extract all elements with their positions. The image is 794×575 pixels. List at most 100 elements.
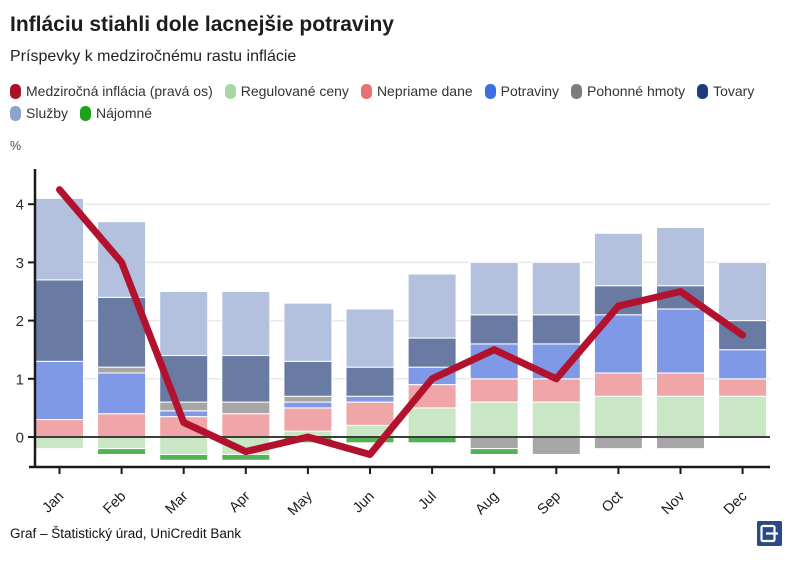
bar-segment-pohonne-Apr [221,402,271,415]
bar-segment-nepriame-Dec [718,378,768,398]
bar-segment-tovary-Jun [345,367,395,398]
legend-item-nepriame: Nepriame dane [360,83,473,100]
legend-label-tovary: Tovary [713,83,755,100]
legend-label-pohonne: Pohonné hmoty [587,83,686,100]
x-tick-label-Apr: Apr [226,489,253,516]
bar-segment-potraviny-Dec [718,349,768,380]
bar-segment-regulovane-Jul [407,407,457,438]
x-tick-label-Aug: Aug [472,489,502,515]
bar-segment-tovary-May [283,361,333,398]
bar-segment-sluzby-Mar [159,291,209,357]
bar-segment-pohonne-May [283,396,333,404]
bar-segment-sluzby-Sep [531,262,581,316]
bar-segment-tovary-Sep [531,314,581,345]
inflation-stacked-bar-chart: 0 1 2 3 4 Jan Feb Mar Apr May Jun Jul Aug Sep Oct Nov De… [16,169,770,516]
bar-segment-potraviny-Feb [97,372,147,415]
legend-swatch-icon-sluzby [10,105,21,121]
x-tick-label-Nov: Nov [659,488,689,515]
bar-segment-regulovane-Dec [718,396,768,438]
bar-segment-potraviny-Jun [345,396,395,404]
bar-segment-regulovane-Mar [159,436,209,456]
x-tick-label-Jun: Jun [350,489,378,515]
legend-swatch-icon-potraviny [484,83,496,99]
bar-segment-nepriame-Nov [656,372,705,398]
bar-segment-tovary-Feb [97,297,147,369]
legend-swatch-icon-najomne [80,105,92,121]
bar-segment-tovary-Mar [159,355,209,404]
bar-segment-sluzby-Dec [718,262,768,322]
page-title: Infláciu stiahli dole lacnejšie potravin… [10,13,394,36]
legend-swatch-icon-pohonne [571,83,583,99]
y-tick-label-4: 4 [16,197,24,214]
bar-segment-tovary-Aug [469,314,519,345]
x-tick-label-Dec: Dec [721,489,751,515]
bar-segment-potraviny-Nov [656,308,705,374]
bar-segment-najomne-Mar [159,454,209,462]
y-tick-label-0: 0 [16,430,24,447]
yoy-inflation-line [56,186,747,459]
chart-card: Infláciu stiahli dole lacnejšie potravin… [0,12,794,575]
x-tick-label-Sep: Sep [535,489,565,515]
bar-segment-nepriame-Aug [469,378,519,404]
footer: Graf – Štatistický úrad, UniCredit Bank [0,515,794,547]
bar-segment-sluzby-May [283,303,333,363]
legend-item-tovary: Tovary [697,83,754,99]
bar-segment-pohonne-Mar [159,402,209,412]
x-tick-label-Jul: Jul [416,489,440,513]
legend-swatch-icon-regulovane [224,83,236,99]
x-tick-label-Oct: Oct [599,489,626,515]
bar-segment-pohonne-Oct [593,436,643,450]
bar-segment-sluzby-Aug [469,262,519,316]
bar-segment-sluzby-Feb [97,221,147,299]
legend-item-regulovane: Regulované ceny [224,83,349,100]
y-tick-label-3: 3 [16,255,24,272]
x-tick-label-Jan: Jan [39,489,67,515]
legend-swatch-icon-inflacia [10,83,21,99]
legend-label-regulovane: Regulované ceny [240,83,349,100]
legend-label-sluzby: Služby [26,105,69,122]
bar-segment-regulovane-Aug [469,402,519,438]
dennik-e-logo [757,521,782,547]
legend-label-potraviny: Potraviny [500,83,560,100]
x-tick-label-Feb: Feb [100,489,129,515]
bar-segment-najomne-Aug [469,448,519,456]
bar-segment-potraviny-Jan [35,361,84,421]
bar-segment-pohonne-Sep [531,436,581,456]
bar-segment-pohonne-Feb [97,367,147,374]
bar-segment-nepriame-Jun [345,402,395,427]
bar-segment-nepriame-May [283,407,333,433]
bar-segment-tovary-Apr [221,355,271,404]
bar-segment-najomne-Apr [221,454,271,462]
legend-item-pohonne: Pohonné hmoty [571,83,685,99]
legend-item-sluzby: Služby [10,105,68,121]
legend-item-potraviny: Potraviny [484,83,560,100]
bar-segment-tovary-Jan [35,279,84,363]
chart-subtitle: Príspevky k medziročnému rastu inflácie [10,48,297,66]
bar-segment-potraviny-May [283,402,333,409]
legend-item-najomne: Nájomné [80,105,152,121]
bar-segment-sluzby-Nov [656,227,705,287]
bar-segment-nepriame-Oct [593,372,643,398]
bar-segment-regulovane-Jan [35,436,84,450]
legend-label-inflacia: Medziročná inflácia (pravá os) [26,83,213,100]
bar-segment-sluzby-Jun [345,308,395,369]
bar-segment-sluzby-Oct [593,233,643,287]
bar-segment-nepriame-Apr [221,413,271,438]
x-tick-label-May: May [285,488,316,515]
bar-segment-tovary-Jul [407,337,457,369]
bar-segment-sluzby-Jul [407,273,457,339]
y-axis-unit-label: % [10,139,22,154]
legend-label-nepriame: Nepriame dane [376,83,473,100]
bar-segment-regulovane-Oct [593,396,643,438]
y-tick-label-2: 2 [16,314,24,331]
legend-swatch-icon-nepriame [360,83,372,99]
bar-segment-nepriame-Jan [35,419,84,438]
bar-segment-nepriame-Feb [97,413,147,438]
bar-segment-regulovane-Sep [531,402,581,438]
bar-segment-pohonne-Nov [656,436,705,450]
bar-segment-sluzby-Apr [221,291,271,357]
legend: Medziročná inflácia (pravá os) Regulované… [10,83,784,121]
bar-segment-najomne-Feb [97,448,147,456]
legend-label-najomne: Nájomné [96,105,153,122]
x-tick-label-Mar: Mar [163,489,192,516]
